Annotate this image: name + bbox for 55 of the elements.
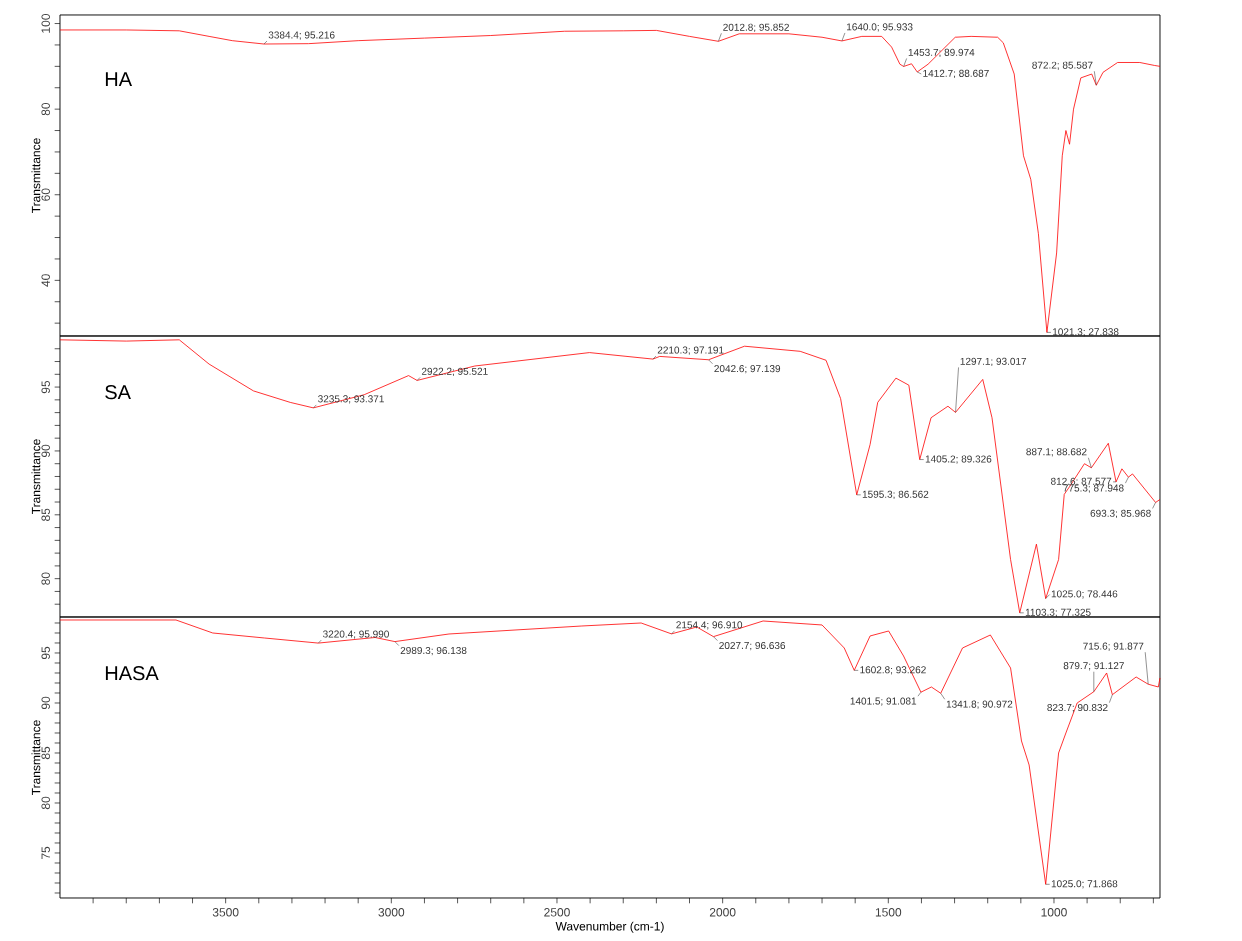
annotation: 1412.7; 88.687	[923, 69, 989, 79]
annotation: 715.6; 91.877	[1083, 642, 1144, 651]
y-tick-label: 90	[41, 696, 50, 710]
y-tick-label: 95	[41, 380, 50, 394]
x-tick-label: 3000	[378, 908, 405, 917]
y-tick-label: 80	[41, 796, 50, 810]
annotation: 1025.0; 78.446	[1051, 590, 1118, 599]
y-tick-label: 80	[41, 572, 50, 585]
x-tick-label: 2500	[544, 908, 570, 917]
y-tick-label: 75	[41, 846, 50, 860]
annotation: 1297.1; 93.017	[960, 357, 1027, 367]
annotation: 693.3; 85.968	[1090, 509, 1151, 519]
y-tick-label: 85	[41, 508, 50, 521]
x-tick-label: 1000	[1041, 908, 1067, 917]
y-axis-title: Transmittance	[31, 138, 41, 213]
y-axis-title: Transmittance	[31, 720, 41, 795]
annotation: 1595.3; 86.562	[862, 490, 929, 499]
annotation: 1401.5; 91.081	[850, 697, 917, 706]
annotation: 2922.2; 95.521	[421, 367, 488, 377]
text: HA	[105, 72, 133, 87]
annotation: 879.7; 91.127	[1063, 662, 1124, 671]
annotation: 775.3; 87.948	[1063, 484, 1124, 493]
y-tick-label: 60	[41, 188, 50, 201]
annotation: 1341.8; 90.972	[946, 700, 1013, 709]
y-tick-label: 90	[41, 444, 50, 458]
y-tick-label: 95	[41, 646, 50, 660]
annotation: 3220.4; 95.990	[323, 630, 389, 639]
x-tick-label: 2000	[709, 908, 736, 917]
annotation: 2042.6; 97.139	[714, 365, 781, 374]
y-tick-label: 40	[41, 274, 50, 287]
annotation: 1103.3; 77.325	[1025, 608, 1091, 617]
annotation: 2012.8; 95.852	[723, 23, 789, 32]
annotation: 887.1; 88.682	[1026, 448, 1087, 457]
annotation: 2027.7; 96.636	[719, 641, 786, 651]
annotation: 1025.0; 71.868	[1051, 880, 1118, 889]
y-tick-label: 100	[41, 14, 50, 33]
y-tick-label: 80	[41, 102, 50, 116]
annotation: 1602.8; 93.262	[860, 666, 926, 675]
annotation: 872.2; 85.587	[1032, 61, 1093, 70]
annotation: 2154.4; 96.910	[676, 621, 743, 630]
annotation: 2210.3; 97.191	[657, 346, 724, 355]
annotation: 1640.0; 95.933	[847, 23, 913, 32]
text: SA	[105, 385, 131, 400]
y-tick-label: 85	[41, 746, 50, 760]
y-axis-title: Transmittance	[31, 439, 41, 514]
annotation: 1405.2; 89.326	[925, 455, 992, 464]
annotation: 3384.4; 95.216	[268, 31, 335, 40]
text: HASA	[105, 666, 159, 681]
annotation: 3235.3; 93.371	[318, 395, 384, 404]
x-axis-title: Wavenumber (cm-1)	[555, 921, 664, 933]
annotation: 2989.3; 96.138	[400, 646, 467, 656]
annotation: 1021.3; 27.838	[1053, 328, 1119, 337]
x-tick-label: 3500	[212, 908, 239, 917]
x-tick-label: 1500	[875, 908, 902, 917]
annotation: 823.7; 90.832	[1047, 704, 1108, 713]
